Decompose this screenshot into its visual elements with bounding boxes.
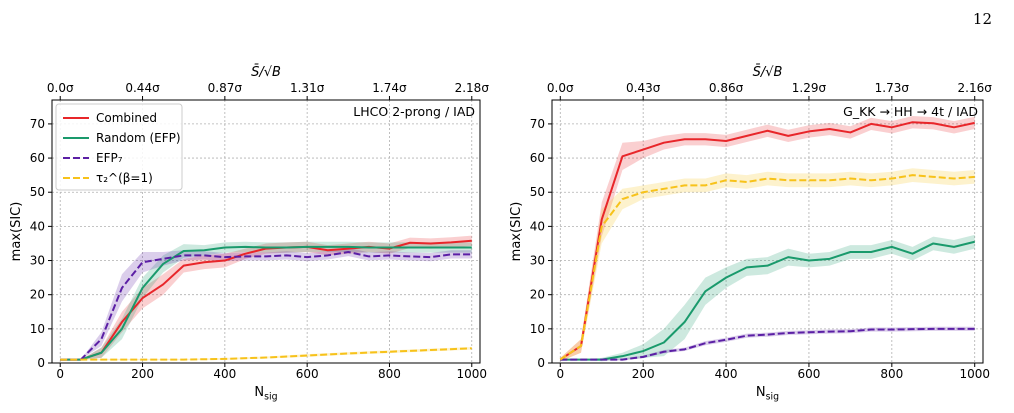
- series-band-1: [560, 116, 975, 362]
- chart-panel-1: 0 200 400 600 800 1000 0 10 20 30 40 50 60 70 0.0σ 0.44…: [9, 65, 489, 403]
- top-tick-label: 0.0σ: [547, 81, 574, 95]
- top-tick-label: 2.18σ: [455, 81, 490, 95]
- x-tick-label: 800: [880, 367, 903, 381]
- y-tick-label: 0: [537, 356, 545, 370]
- y-tick-label: 20: [530, 288, 545, 302]
- series-line-2: [60, 245, 472, 361]
- plot-frame: [551, 99, 984, 364]
- y-tick-label: 30: [30, 254, 45, 268]
- y-tick-label: 60: [30, 151, 45, 165]
- legend-label-2: Random (EFP): [96, 131, 181, 145]
- x-axis-label: Nsig: [254, 385, 277, 402]
- x-tick-label: 200: [632, 367, 655, 381]
- legend-label-1: Combined: [96, 111, 157, 125]
- x-tick-label: 400: [213, 367, 236, 381]
- x-tick-label: 1000: [456, 367, 487, 381]
- y-tick-label: 70: [530, 117, 545, 131]
- legend-box: [55, 103, 183, 191]
- annotation-text: LHCO 2-prong / IAD: [353, 104, 475, 119]
- y-tick-label: 10: [30, 322, 45, 336]
- top-tick-label: 2.16σ: [958, 81, 993, 95]
- y-tick-label: 50: [530, 185, 545, 199]
- series-line-4: [559, 174, 975, 361]
- top-axis-label: S̄/√B: [753, 65, 783, 80]
- x-tick-label: 400: [715, 367, 738, 381]
- series-line-1: [559, 121, 975, 361]
- series-band-3: [60, 247, 472, 360]
- y-tick-label: 60: [530, 151, 545, 165]
- top-tick-label: 0.43σ: [626, 81, 661, 95]
- series-line-3: [60, 250, 472, 361]
- top-tick-label: 0.0σ: [47, 81, 74, 95]
- top-tick-label: 1.73σ: [875, 81, 910, 95]
- x-tick-label: 1000: [959, 367, 990, 381]
- annotation-text: G_KK → HH → 4t / IAD: [843, 104, 978, 119]
- top-tick-label: 1.31σ: [290, 81, 325, 95]
- y-tick-label: 30: [530, 254, 545, 268]
- top-tick-label: 0.44σ: [125, 81, 160, 95]
- x-tick-label: 800: [378, 367, 401, 381]
- y-tick-label: 20: [30, 288, 45, 302]
- plot-frame: [51, 99, 481, 364]
- x-tick-label: 0: [56, 367, 64, 381]
- chart-panel-2: 0 200 400 600 800 1000 0 10 20 30 40 50 60 70 0.0σ 0.43…: [509, 65, 992, 403]
- y-tick-label: 10: [530, 322, 545, 336]
- legend-label-3: EFP₇: [96, 151, 123, 165]
- top-tick-label: 1.74σ: [372, 81, 407, 95]
- y-tick-label: 40: [30, 219, 45, 233]
- y-tick-label: 40: [530, 219, 545, 233]
- series-line-2: [560, 240, 975, 361]
- top-tick-label: 0.86σ: [709, 81, 744, 95]
- legend-label-4: τ₂^(β=1): [96, 171, 153, 185]
- series-band-2: [560, 234, 975, 362]
- x-tick-label: 200: [131, 367, 154, 381]
- series-band-2: [60, 241, 472, 360]
- x-tick-label: 0: [556, 367, 564, 381]
- y-tick-label: 0: [37, 356, 45, 370]
- top-tick-label: 1.29σ: [792, 81, 827, 95]
- top-axis-label: S̄/√B: [251, 65, 281, 80]
- x-axis-label: Nsig: [756, 385, 779, 402]
- y-axis-label: max(SIC): [509, 202, 524, 262]
- y-axis-label: max(SIC): [9, 202, 24, 262]
- y-tick-label: 50: [30, 185, 45, 199]
- y-tick-label: 70: [30, 117, 45, 131]
- top-tick-label: 0.87σ: [208, 81, 243, 95]
- x-tick-label: 600: [797, 367, 820, 381]
- page-number: 12: [972, 10, 992, 28]
- series-line-4: [60, 347, 472, 361]
- x-tick-label: 600: [296, 367, 319, 381]
